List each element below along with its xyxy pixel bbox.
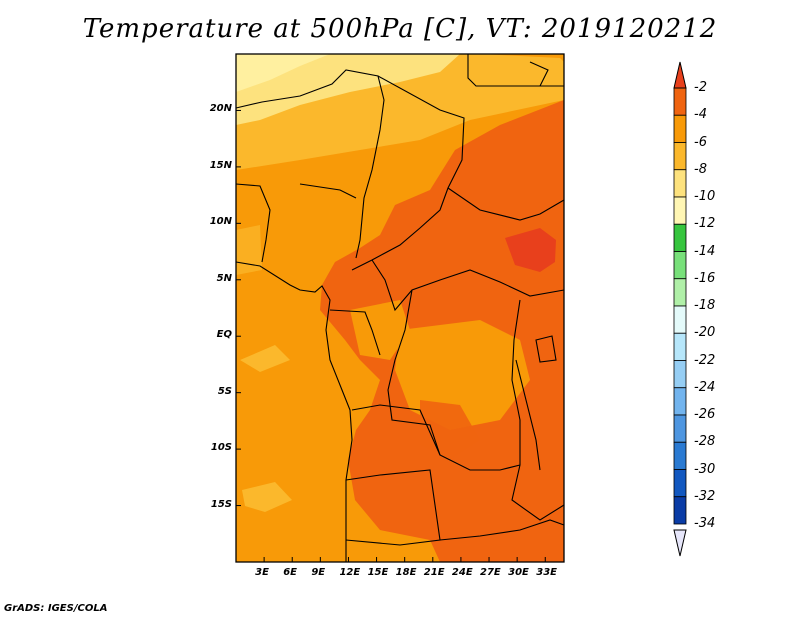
field-patch-cool-3 (236, 225, 262, 275)
lon-tick-label: 27E (480, 567, 501, 578)
colorbar-box (673, 114, 687, 143)
colorbar-box (673, 414, 687, 443)
colorbar-lower-arrow (673, 529, 687, 557)
border-angola-south (345, 469, 441, 546)
lat-tick-label: 15S (210, 498, 232, 510)
colorbar-box (673, 142, 687, 171)
lon-tick-label: 30E (508, 567, 529, 578)
border-north-2 (467, 54, 564, 87)
colorbar-box (673, 169, 687, 198)
lat-tick-label: EQ (216, 329, 232, 341)
colorbar-box (673, 305, 687, 334)
lat-ticks (236, 109, 241, 507)
lat-tick-label: 15N (209, 159, 232, 171)
colorbar-label: -14 (694, 243, 716, 259)
border-west-africa (235, 183, 271, 263)
colorbar-label: -12 (694, 216, 716, 232)
colorbar-label: -30 (694, 461, 716, 477)
colorbar-label: -24 (694, 379, 716, 395)
footer-credit: GrADS: IGES/COLA (4, 603, 108, 614)
lon-tick-label: 24E (451, 567, 473, 578)
lake-victoria (535, 335, 557, 363)
lat-tick-label: 5N (216, 272, 232, 284)
lon-tick-label: 3E (255, 567, 269, 578)
border-congo (329, 309, 381, 356)
field-band-10to8-north (236, 54, 460, 125)
colorbar-box (673, 196, 687, 225)
lon-ticks (263, 557, 546, 562)
lon-tick-label: 33E (536, 567, 557, 578)
colorbar-box (673, 441, 687, 470)
chart-title: Temperature at 500hPa [C], VT: 201912021… (82, 14, 718, 44)
border-drc-east (511, 299, 565, 521)
colorbar-label: -18 (694, 298, 716, 313)
colorbar-upper-arrow (673, 61, 687, 89)
colorbar-label: -26 (694, 407, 716, 422)
border-nigeria-north (299, 183, 357, 199)
sinai-coast (529, 61, 549, 87)
colorbar-box (673, 278, 687, 307)
colorbar-label: -2 (694, 80, 707, 95)
field-band-coldest-north (236, 54, 330, 92)
lon-tick-label: 18E (395, 567, 417, 578)
border-car (371, 259, 565, 312)
field-hot-2-spot (505, 228, 556, 272)
lon-tick-label: 15E (367, 567, 389, 578)
lon-tick-label: 9E (311, 567, 326, 578)
coastlines-borders (235, 54, 565, 562)
border-drc-west (387, 289, 521, 471)
colorbar-label: -22 (694, 352, 716, 368)
colorbar-label: -20 (694, 325, 716, 341)
lat-tick-label: 10S (210, 442, 232, 454)
border-southern (439, 519, 565, 541)
lon-tick-label: 6E (283, 567, 298, 578)
colorbar-boxes (673, 87, 687, 525)
map-frame (235, 53, 565, 563)
border-sudan (447, 187, 565, 221)
lat-tick-label: 10N (209, 216, 232, 228)
colorbar-box (673, 223, 687, 252)
colorbar-box (673, 332, 687, 361)
colorbar-label: -4 (694, 107, 707, 123)
colorbar-label: -32 (694, 488, 716, 504)
colorbar-label: -28 (694, 434, 716, 450)
colorbar-box (673, 360, 687, 389)
colorbar-label: -16 (694, 270, 716, 286)
colorbar-label: -34 (694, 516, 716, 531)
border-north-1 (235, 69, 385, 259)
lat-tick-label: 5S (217, 385, 232, 397)
border-chad (351, 75, 465, 271)
colorbar-box (673, 251, 687, 280)
field-patch-cool-1 (240, 345, 290, 372)
lon-tick-label: 12E (339, 567, 361, 578)
lake-tanganyika (515, 359, 541, 471)
colorbar-box (673, 387, 687, 416)
colorbar-box (673, 469, 687, 498)
colorbar-box (673, 496, 687, 525)
lon-tick-label: 21E (423, 567, 445, 578)
field-patch-cool-2 (242, 482, 292, 512)
colorbar-label: -8 (694, 161, 707, 177)
field-blotch-6to4-west (350, 300, 410, 360)
west-coastline (235, 261, 353, 562)
border-angola-north (351, 404, 441, 456)
colorbar-label: -6 (694, 134, 707, 150)
colorbar-label: -10 (694, 189, 716, 204)
lat-tick-label: 20N (209, 103, 232, 115)
colorbar-box (673, 87, 687, 116)
